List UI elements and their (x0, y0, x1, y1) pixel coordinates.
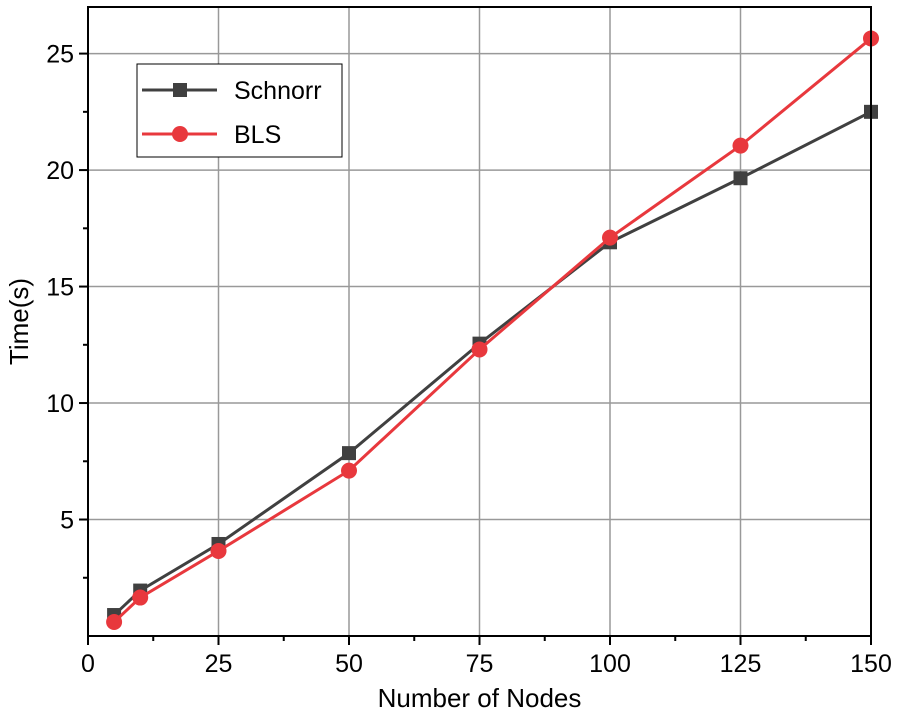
y-tick-label: 10 (46, 390, 74, 418)
y-tick-label: 20 (46, 157, 74, 185)
y-tick-label: 5 (60, 507, 74, 535)
axis-ticks: 0 25 50 75 100 125 150 5 10 15 20 25 (46, 41, 892, 678)
legend: Schnorr BLS (136, 63, 343, 158)
x-tick-label: 100 (589, 650, 631, 678)
x-tick-label: 50 (335, 650, 363, 678)
legend-box (136, 63, 343, 158)
data-point-bls (106, 614, 123, 631)
y-tick-label: 15 (46, 274, 74, 302)
data-point-schnorr (733, 171, 748, 186)
x-tick-label: 75 (466, 650, 494, 678)
data-point-schnorr (342, 446, 356, 461)
legend-label-bls: BLS (234, 121, 281, 149)
series-line-bls (113, 37, 872, 624)
data-point-bls (602, 229, 618, 246)
series-line-schnorr (113, 110, 872, 617)
legend-label-schnorr: Schnorr (234, 77, 322, 105)
grid (88, 7, 871, 636)
legend-marker-schnorr (173, 83, 187, 97)
x-axis-title: Number of Nodes (378, 683, 582, 713)
x-tick-label: 25 (205, 650, 233, 678)
data-point-bls (471, 341, 488, 358)
y-tick-label: 25 (46, 41, 74, 69)
data-point-bls (132, 589, 149, 606)
y-axis-title: Time(s) (4, 278, 34, 365)
legend-marker-bls (172, 126, 188, 142)
data-point-bls (341, 462, 357, 479)
data-point-bls (732, 137, 749, 154)
x-tick-label: 150 (850, 650, 892, 678)
x-tick-label: 125 (720, 650, 762, 678)
data-point-bls (210, 542, 227, 559)
x-tick-label: 0 (81, 650, 95, 678)
